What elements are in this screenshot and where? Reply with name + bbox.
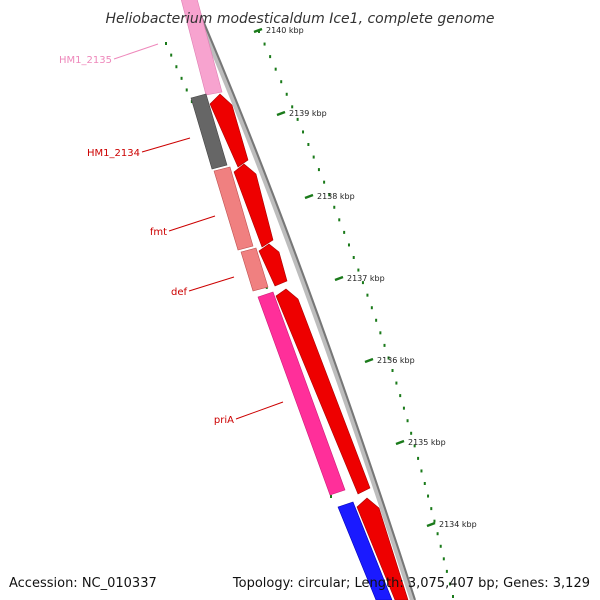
gene-box-hm1-2134 [190,93,228,170]
scale-dot [445,569,448,573]
scale-dot [417,456,420,460]
scale-dot [370,306,373,310]
scale-dot [170,53,173,57]
scale-dot [280,80,283,84]
scale-tick-label: 2135 kbp [408,438,446,447]
scale-dot [366,293,369,297]
scale-dot [420,469,423,473]
scale-dot [433,519,436,523]
scale-dot [410,431,413,435]
gene-box-hm1-2135 [180,0,223,96]
scale-dot [427,494,430,498]
scale-dot [423,482,426,485]
gene-label: HM1_2134 [87,148,140,159]
scale-dot [379,331,382,335]
scale-tick-label: 2139 kbp [289,109,327,118]
genome-backbone [188,0,416,600]
scale-dot [330,495,332,498]
gene-box-def [240,247,269,292]
gene-box-fmt [213,166,254,251]
scale-tick-label: 2136 kbp [377,356,415,365]
genome-backbone-edge [193,0,416,600]
topology-text: Topology: circular; Length: 3,075,407 bp… [232,576,590,591]
scale-dot [430,507,433,511]
scale-dot [263,42,266,46]
scale-dot [269,55,272,59]
scale-tick-label: 2138 kbp [317,192,355,201]
gene-arrow [275,288,371,495]
scale-dot [413,444,416,448]
scale-dot [357,268,360,272]
scale-dot [343,230,346,234]
scale-dot [302,130,305,134]
scale-dot [347,243,350,247]
gene-label: fmt [150,227,167,238]
scale-dot [439,544,442,548]
gene-arrow [233,163,274,248]
scale-dot [312,155,315,159]
scale-dot [442,557,445,561]
gene-arrow [356,497,409,600]
scale-tick [426,521,436,528]
scale-tick [395,439,405,446]
gene-label-leader [168,215,216,232]
scale-tick-label: 2137 kbp [347,274,385,283]
scale-dot [258,30,260,33]
scale-tick [334,275,344,282]
scale-dot [436,532,439,536]
scale-dot [285,92,288,96]
scale-tick [276,110,286,117]
gene-label: HM1_2135 [59,55,112,66]
scale-dot [274,67,277,71]
scale-dot [406,419,409,423]
scale-dot [338,218,341,222]
scale-dot [328,193,331,197]
scale-dot [402,406,405,410]
scale-dot [307,143,310,146]
scale-dot [317,168,320,172]
scale-dot [296,117,299,121]
scale-tick [253,27,263,34]
scale-dot [452,595,454,598]
scale-dot [448,582,451,586]
scale-dot [352,256,355,259]
scale-dot [333,205,336,209]
scale-dot [180,76,183,80]
scale-tick-label: 2140 kbp [266,26,304,35]
gene-label-leader [113,43,159,60]
scale-dot [175,65,178,69]
scale-dot [395,381,398,385]
scale-dot [375,318,378,322]
scale-tick-label: 2134 kbp [439,520,477,529]
scale-dots-outer [258,30,454,598]
accession-text: Accession: NC_010337 [9,576,157,591]
scale-dot [387,356,390,360]
gene-label: def [171,287,188,298]
map-title: Heliobacterium modesticaldum Ice1, compl… [105,11,494,27]
gene-label-leader [188,276,235,292]
gene-box-blue [337,501,393,600]
scale-ticks: 2140 kbp 2139 kbp 2138 kbp 2137 kbp 2136 kbp… [253,26,477,529]
gene-label-leader [235,401,284,420]
scale-dot [399,394,402,398]
scale-dot [391,369,394,372]
gene-label-leader [141,137,191,153]
gene-box-pria [257,291,346,496]
scale-tick [364,357,374,364]
scale-dot [323,180,326,184]
scale-dot [291,105,294,109]
scale-dot [185,88,188,92]
inner-genes [180,0,393,600]
scale-tick [304,193,314,200]
gene-label: priA [214,415,234,426]
scale-dot [165,42,167,45]
gene-arrow [209,93,249,168]
scale-dot [361,281,364,285]
gene-arrow [258,243,288,287]
forward-genes [209,93,409,600]
scale-dot [383,343,386,347]
